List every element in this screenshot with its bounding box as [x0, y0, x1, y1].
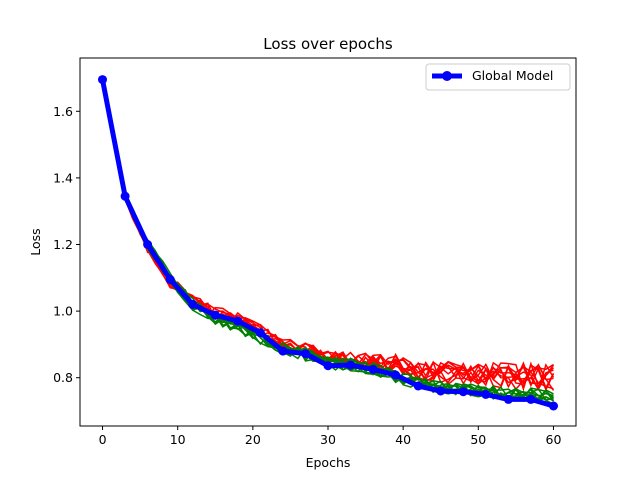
global-model-point: [255, 328, 265, 338]
y-axis-ticks: 0.8 1.0 1.2 1.4 1.6: [53, 104, 80, 385]
global-model-point: [323, 361, 333, 371]
global-model-point: [436, 386, 446, 396]
global-model-point: [413, 381, 423, 391]
x-tick-label: 20: [245, 432, 261, 447]
y-tick-label: 1.0: [53, 304, 73, 319]
global-model-point: [165, 275, 175, 284]
global-model-point: [368, 364, 378, 374]
global-model-series: [98, 75, 558, 411]
legend: Global Model: [425, 63, 571, 91]
global-model-point: [233, 316, 243, 326]
y-tick-label: 1.6: [53, 104, 73, 119]
global-model-point: [346, 360, 355, 370]
x-axis-label: Epochs: [306, 455, 351, 470]
plot-area: [98, 75, 558, 411]
global-model-point: [143, 240, 153, 249]
global-model-point: [526, 394, 536, 404]
x-tick-label: 50: [470, 432, 486, 447]
y-tick-label: 0.8: [53, 370, 73, 385]
global-model-point: [278, 346, 288, 356]
x-axis-ticks: 0 10 20 30 40 50 60: [99, 426, 562, 447]
global-model-point: [120, 191, 130, 201]
global-model-point: [210, 310, 220, 320]
legend-box: [425, 63, 571, 91]
y-axis-label: Loss: [28, 228, 43, 255]
x-tick-label: 0: [99, 432, 107, 447]
legend-label-global-model: Global Model: [472, 68, 553, 83]
y-tick-label: 1.4: [53, 170, 73, 185]
x-tick-label: 40: [395, 432, 411, 447]
legend-marker-global-model: [442, 71, 452, 81]
x-tick-label: 60: [546, 432, 562, 447]
global-model-point: [301, 349, 310, 359]
x-tick-label: 30: [320, 432, 336, 447]
x-tick-label: 10: [170, 432, 186, 447]
chart-title: Loss over epochs: [263, 35, 393, 53]
global-model-point: [98, 75, 107, 85]
global-model-point: [549, 401, 558, 411]
global-model-point: [188, 299, 198, 309]
global-model-point: [391, 370, 401, 380]
y-tick-label: 1.2: [53, 237, 73, 252]
global-model-point: [503, 394, 513, 404]
global-model-point: [481, 389, 491, 399]
global-model-point: [458, 387, 468, 397]
